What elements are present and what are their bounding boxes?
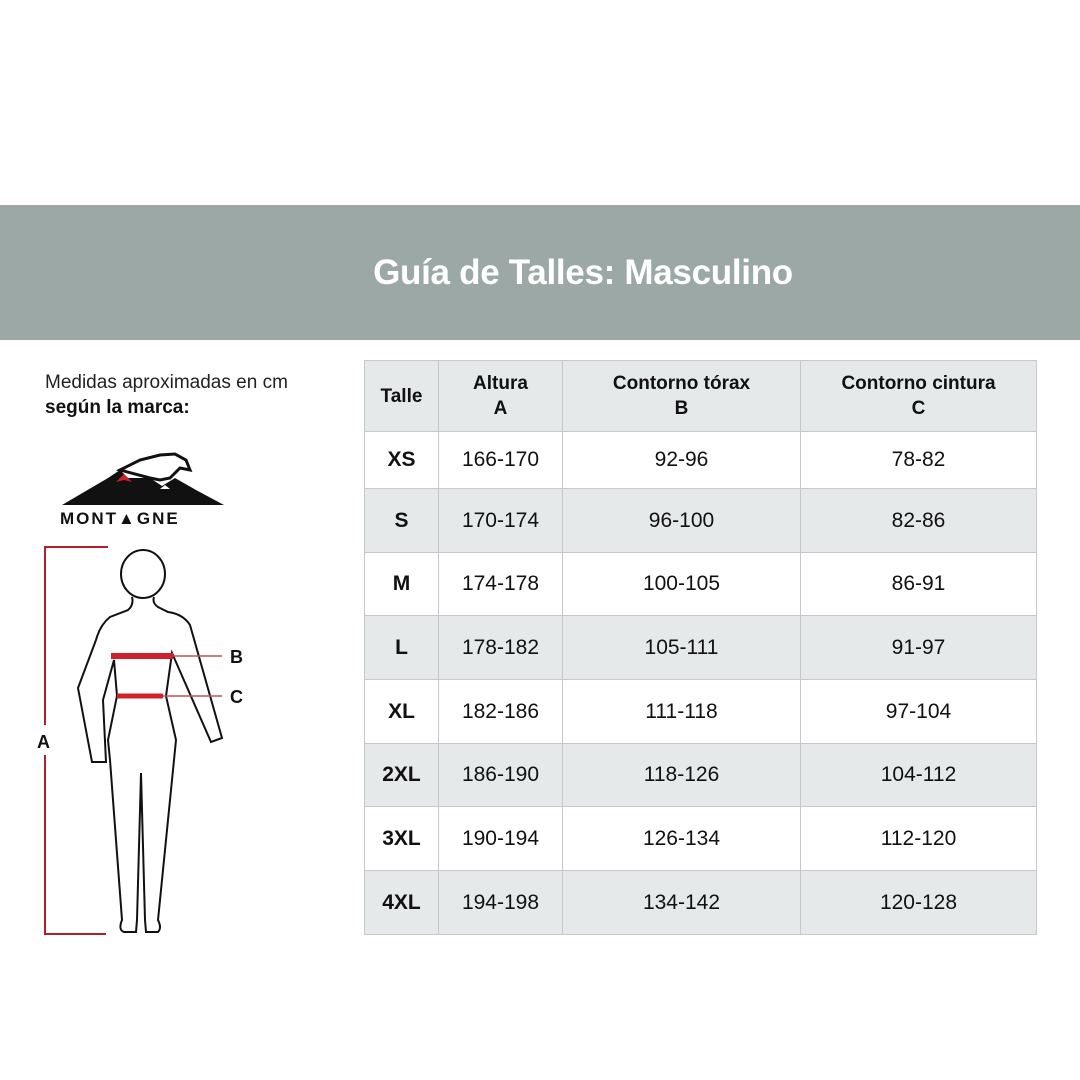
- size-cell: 3XL: [364, 806, 439, 871]
- waist-cell: 112-120: [800, 806, 1037, 871]
- height-bracket: [44, 546, 108, 935]
- label-b: B: [230, 647, 243, 667]
- intro-line-2: según la marca:: [45, 397, 190, 418]
- table-row: 3XL 190-194 126-134 112-120: [364, 806, 1037, 871]
- height-cell: 174-178: [438, 552, 563, 616]
- intro-text: Medidas aproximadas en cm según la marca…: [45, 370, 288, 420]
- size-cell: S: [364, 488, 439, 553]
- montagne-logo: MONT▲GNE: [60, 452, 224, 528]
- label-c: C: [230, 687, 243, 707]
- header-talle: Talle: [364, 360, 439, 432]
- height-cell: 194-198: [438, 870, 563, 935]
- header-cintura: Contorno cintura C: [800, 360, 1037, 432]
- height-cell: 170-174: [438, 488, 563, 553]
- height-cell: 178-182: [438, 615, 563, 680]
- table-row: 2XL 186-190 118-126 104-112: [364, 743, 1037, 807]
- waist-cell: 104-112: [800, 743, 1037, 807]
- size-cell: L: [364, 615, 439, 680]
- height-cell: 186-190: [438, 743, 563, 807]
- chest-cell: 92-96: [562, 431, 801, 489]
- waist-cell: 91-97: [800, 615, 1037, 680]
- size-cell: XS: [364, 431, 439, 489]
- measurement-figure: MONT▲GNE A B C: [37, 452, 243, 935]
- size-cell: M: [364, 552, 439, 616]
- table-row: XS 166-170 92-96 78-82: [364, 431, 1037, 489]
- table-row: 4XL 194-198 134-142 120-128: [364, 870, 1037, 935]
- chest-cell: 111-118: [562, 679, 801, 744]
- logo-text: MONT▲GNE: [60, 509, 180, 528]
- chest-cell: 96-100: [562, 488, 801, 553]
- header-torax: Contorno tórax B: [562, 360, 801, 432]
- label-a: A: [37, 732, 50, 752]
- table-header: Talle Altura A Contorno tórax B Contorno c…: [364, 360, 1037, 432]
- height-cell: 166-170: [438, 431, 563, 489]
- title-banner: Guía de Talles: Masculino: [0, 205, 1080, 340]
- header-altura: Altura A: [438, 360, 563, 432]
- chest-cell: 118-126: [562, 743, 801, 807]
- table-row: S 170-174 96-100 82-86: [364, 488, 1037, 553]
- waist-cell: 82-86: [800, 488, 1037, 553]
- waist-cell: 120-128: [800, 870, 1037, 935]
- waist-cell: 78-82: [800, 431, 1037, 489]
- chest-cell: 100-105: [562, 552, 801, 616]
- size-cell: 2XL: [364, 743, 439, 807]
- page-title: Guía de Talles: Masculino: [373, 252, 793, 292]
- table-row: XL 182-186 111-118 97-104: [364, 679, 1037, 744]
- height-cell: 190-194: [438, 806, 563, 871]
- size-table: Talle Altura A Contorno tórax B Contorno c…: [364, 360, 1037, 935]
- waist-cell: 86-91: [800, 552, 1037, 616]
- body-outline: [76, 549, 224, 933]
- waist-cell: 97-104: [800, 679, 1037, 744]
- table-row: M 174-178 100-105 86-91: [364, 552, 1037, 616]
- size-cell: XL: [364, 679, 439, 744]
- table-row: L 178-182 105-111 91-97: [364, 615, 1037, 680]
- chest-cell: 105-111: [562, 615, 801, 680]
- height-cell: 182-186: [438, 679, 563, 744]
- chest-cell: 134-142: [562, 870, 801, 935]
- chest-cell: 126-134: [562, 806, 801, 871]
- size-cell: 4XL: [364, 870, 439, 935]
- intro-line-1: Medidas aproximadas en cm: [45, 372, 288, 393]
